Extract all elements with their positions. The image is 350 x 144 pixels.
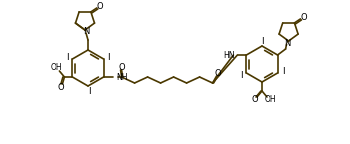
Text: O: O (214, 69, 221, 77)
Text: I: I (261, 36, 263, 46)
Text: I: I (107, 54, 110, 62)
Text: O: O (57, 83, 64, 91)
Text: I: I (282, 68, 285, 76)
Text: O: O (252, 95, 258, 105)
Text: I: I (88, 87, 90, 95)
Text: HN: HN (223, 51, 235, 59)
Text: I: I (240, 71, 243, 79)
Text: OH: OH (51, 64, 62, 72)
Text: N: N (285, 38, 291, 48)
Text: OH: OH (264, 95, 276, 105)
Text: I: I (66, 54, 69, 62)
Text: NH: NH (117, 72, 128, 82)
Text: N: N (83, 28, 89, 36)
Text: O: O (97, 2, 103, 11)
Text: O: O (118, 62, 125, 72)
Text: O: O (300, 13, 307, 22)
